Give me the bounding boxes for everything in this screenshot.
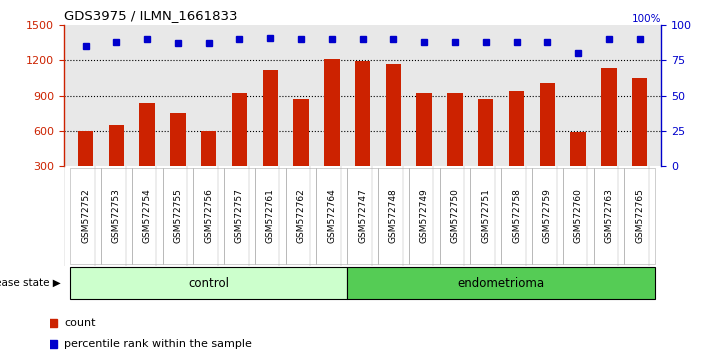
Text: GSM572754: GSM572754 xyxy=(143,189,151,243)
Bar xyxy=(417,93,432,202)
Bar xyxy=(109,125,124,202)
Text: GDS3975 / ILMN_1661833: GDS3975 / ILMN_1661833 xyxy=(64,9,237,22)
Text: GSM572747: GSM572747 xyxy=(358,189,367,243)
Bar xyxy=(201,131,216,202)
Text: GSM572759: GSM572759 xyxy=(542,188,552,244)
Text: GSM572753: GSM572753 xyxy=(112,188,121,244)
Bar xyxy=(602,68,616,202)
Text: GSM572752: GSM572752 xyxy=(81,189,90,243)
Bar xyxy=(570,132,586,202)
Text: GSM572748: GSM572748 xyxy=(389,189,398,243)
Text: endometrioma: endometrioma xyxy=(458,277,545,290)
Text: disease state ▶: disease state ▶ xyxy=(0,278,60,288)
Text: GSM572751: GSM572751 xyxy=(481,188,491,244)
Text: GSM572757: GSM572757 xyxy=(235,188,244,244)
FancyBboxPatch shape xyxy=(70,267,347,299)
Bar xyxy=(509,91,524,202)
Text: GSM572765: GSM572765 xyxy=(635,188,644,244)
Text: control: control xyxy=(188,277,229,290)
Text: GSM572758: GSM572758 xyxy=(512,188,521,244)
Bar xyxy=(232,93,247,202)
Bar xyxy=(447,93,463,202)
Text: GSM572762: GSM572762 xyxy=(296,189,306,243)
Bar xyxy=(324,59,340,202)
Text: count: count xyxy=(64,318,95,328)
Text: GSM572760: GSM572760 xyxy=(574,188,582,244)
Bar xyxy=(478,99,493,202)
Text: GSM572763: GSM572763 xyxy=(604,188,614,244)
Text: GSM572749: GSM572749 xyxy=(419,189,429,243)
Text: 100%: 100% xyxy=(632,14,661,24)
Text: GSM572756: GSM572756 xyxy=(204,188,213,244)
Bar xyxy=(355,61,370,202)
Text: GSM572750: GSM572750 xyxy=(451,188,459,244)
Bar xyxy=(77,131,93,202)
Bar xyxy=(170,113,186,202)
Bar xyxy=(139,103,155,202)
Text: GSM572755: GSM572755 xyxy=(173,188,183,244)
FancyBboxPatch shape xyxy=(347,267,655,299)
Text: percentile rank within the sample: percentile rank within the sample xyxy=(64,339,252,349)
Text: GSM572761: GSM572761 xyxy=(266,188,274,244)
Text: GSM572764: GSM572764 xyxy=(327,189,336,243)
Bar xyxy=(294,99,309,202)
Bar xyxy=(540,82,555,202)
Bar xyxy=(632,78,648,202)
Bar xyxy=(262,70,278,202)
Bar xyxy=(385,64,401,202)
